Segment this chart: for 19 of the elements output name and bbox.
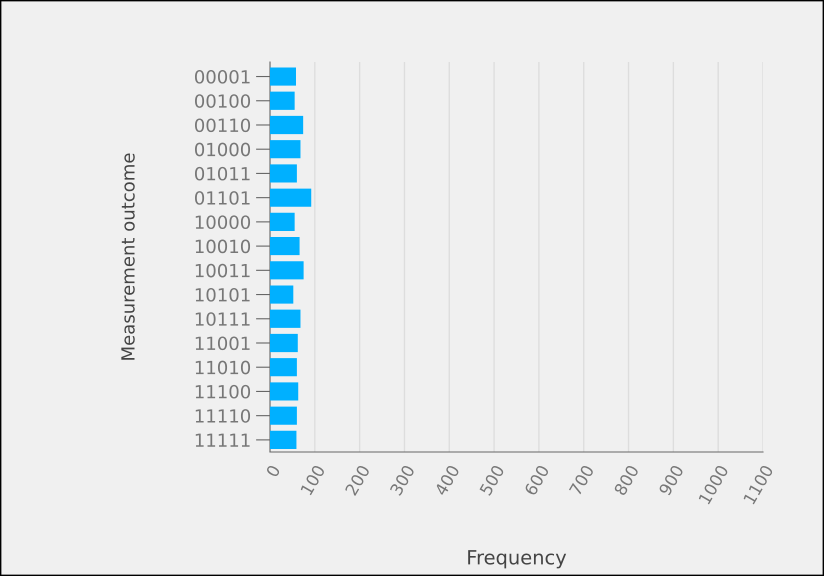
y-tick-label: 11111 (196, 434, 250, 447)
y-tick-label: 10101 (196, 288, 250, 302)
y-tick-label: 01000 (195, 142, 250, 156)
y-tick-label: 11001 (196, 336, 250, 350)
y-tick-label: 01011 (195, 166, 250, 181)
y-axis-title: Measurement outcome (121, 154, 135, 360)
x-axis-title: Frequency (468, 550, 566, 568)
y-tick-label: 10111 (196, 312, 250, 326)
y-tick-label: 00110 (195, 118, 250, 132)
y-tick-label: 10000 (196, 215, 250, 229)
y-tick-label: 01101 (195, 191, 250, 205)
y-tick-label: 11100 (196, 384, 250, 399)
y-tick-label: 00001 (195, 70, 250, 84)
x-tick-label: 0 (266, 464, 281, 478)
y-tick-label: 11010 (196, 360, 250, 374)
y-tick-label: 11110 (196, 409, 250, 423)
y-tick-label: 10011 (196, 264, 250, 278)
y-tick-label: 10010 (196, 240, 250, 254)
y-tick-label: 00100 (195, 94, 250, 108)
